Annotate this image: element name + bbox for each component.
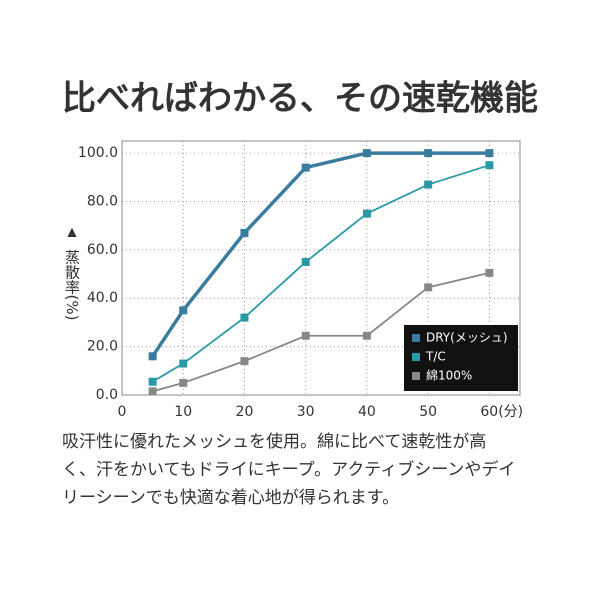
- chart-title: 比べればわかる、その速乾機能: [62, 79, 538, 119]
- x-tick-label: 40: [358, 404, 376, 420]
- x-tick-label: 10: [174, 404, 192, 420]
- y-tick-label: 60.0: [87, 242, 118, 258]
- data-point: [179, 359, 188, 368]
- legend-marker: [412, 353, 420, 361]
- data-point: [179, 378, 188, 387]
- data-point: [148, 377, 157, 386]
- plot-border: [121, 140, 521, 396]
- description-line: く、汗をかいてもドライにキープ。アクティブシーンやデイ: [62, 459, 515, 480]
- data-point: [148, 352, 157, 361]
- data-point: [301, 257, 310, 266]
- legend-label: DRY(メッシュ): [426, 331, 508, 345]
- x-tick-label: 60(分): [480, 404, 523, 420]
- data-point: [362, 209, 371, 218]
- data-point: [148, 387, 157, 396]
- data-point: [240, 313, 249, 322]
- legend-label: T/C: [425, 350, 446, 364]
- data-point: [485, 161, 494, 170]
- data-point: [179, 306, 188, 315]
- data-point: [424, 180, 433, 189]
- data-point: [240, 228, 249, 237]
- data-point: [301, 331, 310, 340]
- axis-marker: ▲: [67, 225, 77, 239]
- x-tick-label: 30: [297, 404, 315, 420]
- legend-box: [404, 325, 518, 391]
- legend-label: 綿100%: [426, 369, 472, 383]
- data-point: [424, 283, 433, 292]
- data-point: [424, 149, 433, 158]
- y-tick-label: 40.0: [87, 290, 118, 306]
- y-tick-label: 80.0: [87, 193, 118, 209]
- y-axis-label: 蒸散率(%): [63, 250, 81, 321]
- x-tick-label: 0: [118, 404, 127, 420]
- legend-marker: [412, 372, 420, 380]
- legend-marker: [412, 334, 420, 342]
- data-point: [362, 149, 371, 158]
- description-line: リーシーンでも快適な着心地が得られます。: [62, 488, 399, 508]
- y-tick-label: 20.0: [87, 339, 118, 355]
- data-point: [362, 331, 371, 340]
- data-point: [485, 268, 494, 277]
- y-tick-label: 0.0: [96, 387, 118, 403]
- data-point: [485, 149, 494, 158]
- data-point: [301, 163, 310, 172]
- data-point: [240, 357, 249, 366]
- x-tick-label: 50: [419, 404, 437, 420]
- x-tick-label: 20: [236, 404, 254, 420]
- y-tick-label: 100.0: [78, 145, 118, 161]
- description-line: 吸汗性に優れたメッシュを使用。綿に比べて速乾性が高: [62, 431, 486, 452]
